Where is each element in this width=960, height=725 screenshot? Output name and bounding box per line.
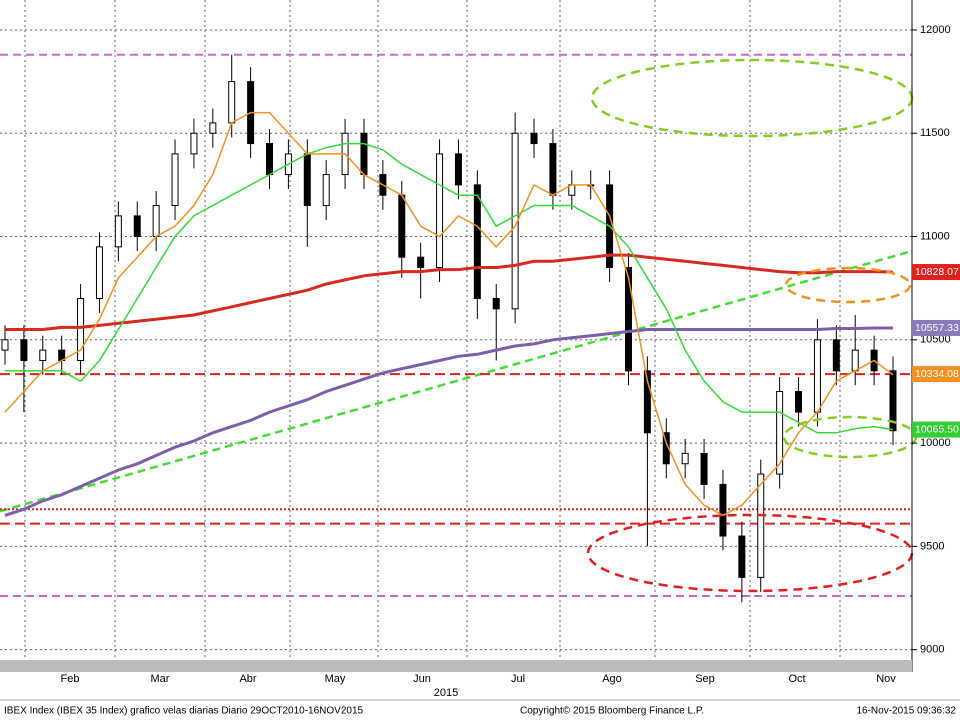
candle-body: [549, 143, 557, 196]
x-tick-label: Jul: [511, 673, 525, 685]
x-year-label: 2015: [434, 687, 458, 699]
candle-body: [1, 339, 9, 351]
x-tick-label: Jun: [413, 673, 431, 685]
candle-body: [322, 174, 330, 207]
price-tag: [912, 319, 960, 336]
price-tag-label: 10828.07: [915, 266, 959, 278]
price-tag-label: 10334.08: [915, 368, 959, 380]
moving-average: [4, 326, 893, 517]
candle-body: [417, 256, 425, 269]
candle-body: [436, 153, 444, 269]
candle-body: [492, 297, 500, 310]
candle-body: [190, 132, 198, 155]
x-tick-label: Mar: [151, 673, 170, 685]
candle-body: [266, 143, 274, 176]
footer-center: Copyright© 2015 Bloomberg Finance L.P.: [520, 706, 704, 717]
moving-average: [4, 111, 894, 517]
x-tick-label: Sep: [695, 673, 715, 685]
candle-body: [303, 153, 311, 207]
candle-body: [77, 297, 85, 361]
candle-body: [20, 339, 28, 361]
y-tick-label: 12000: [920, 24, 951, 36]
moving-average: [5, 142, 894, 434]
candle-body: [454, 153, 462, 186]
candle-body: [398, 194, 406, 258]
candle-body: [832, 339, 840, 372]
candle-body: [473, 184, 481, 299]
candle-body: [39, 349, 47, 361]
price-tag-label: 10065.50: [915, 423, 959, 435]
candle-body: [624, 267, 632, 372]
x-tick-label: Oct: [788, 673, 805, 685]
candle-body: [95, 246, 103, 299]
price-tag: [912, 421, 960, 438]
moving-average: [5, 253, 894, 331]
price-tag: [912, 366, 960, 383]
trendline: [0, 249, 913, 513]
y-tick-label: 10000: [920, 437, 951, 449]
price-tag: [912, 264, 960, 281]
candle-body: [643, 370, 651, 434]
candle-body: [171, 153, 179, 207]
y-tick-label: 10500: [920, 334, 951, 346]
candle-body: [228, 81, 236, 124]
candle-body: [813, 339, 821, 413]
candle-body: [738, 535, 746, 578]
candle-body: [681, 452, 689, 465]
x-tick-label: Nov: [876, 673, 896, 685]
footer-left: IBEX Index (IBEX 35 Index) grafico velas…: [4, 706, 364, 717]
y-tick-label: 9500: [920, 540, 944, 552]
candle-body: [851, 349, 859, 372]
y-tick-label: 11500: [920, 127, 950, 139]
candle-body: [889, 370, 897, 432]
candle-body: [719, 483, 727, 537]
candle-body: [776, 390, 784, 475]
candle-body: [700, 452, 708, 485]
candle-body: [360, 132, 368, 176]
candle-body: [152, 205, 160, 238]
footer-right: 16-Nov-2015 09:36:32: [856, 706, 956, 717]
candle-body: [757, 473, 765, 578]
candle-body: [530, 132, 538, 145]
y-tick-label: 11000: [920, 230, 950, 242]
y-tick-label: 9000: [920, 644, 944, 656]
candle-body: [114, 215, 122, 248]
x-tick-label: Abr: [239, 673, 256, 685]
x-tick-label: Feb: [61, 673, 80, 685]
candle-body: [133, 215, 141, 238]
candle-body: [795, 390, 803, 413]
x-tick-label: May: [325, 673, 346, 685]
x-tick-label: Ago: [602, 673, 622, 685]
candle-body: [209, 122, 217, 134]
price-tag-label: 10557.33: [915, 322, 959, 334]
scrollbar: [0, 660, 912, 672]
